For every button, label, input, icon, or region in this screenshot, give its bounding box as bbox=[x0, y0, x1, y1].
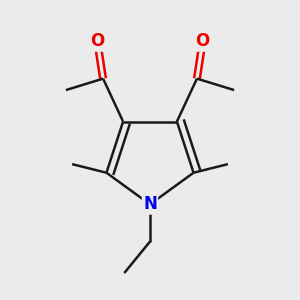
Text: N: N bbox=[143, 195, 157, 213]
Text: O: O bbox=[90, 32, 104, 50]
Text: O: O bbox=[196, 32, 210, 50]
